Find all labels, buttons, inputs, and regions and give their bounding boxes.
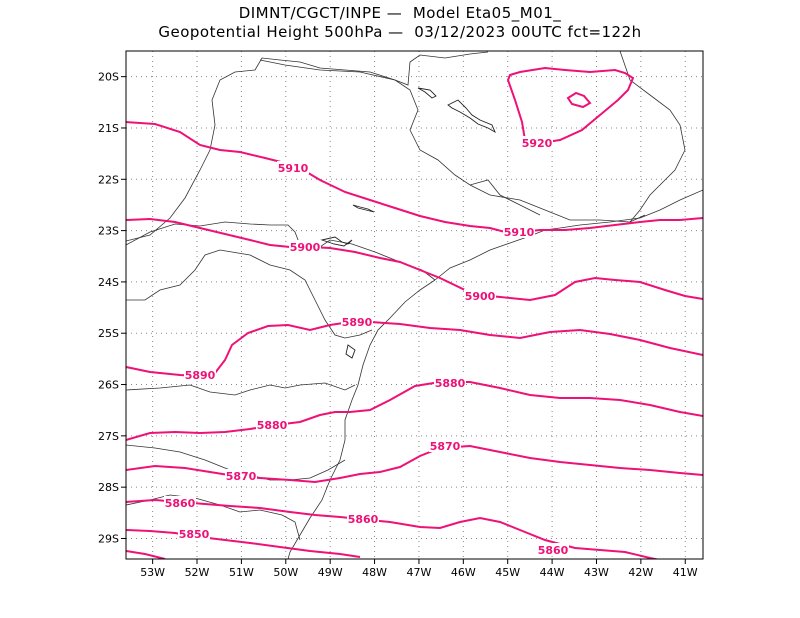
contour-5900 xyxy=(126,217,703,302)
contour-label: 5890 xyxy=(342,316,373,329)
contour-label: 5870 xyxy=(430,440,461,453)
contour-label: 5860 xyxy=(348,513,379,526)
x-tick-label: 49W xyxy=(318,566,343,579)
contour-label: 5900 xyxy=(290,241,321,254)
reservoir-furnas xyxy=(447,99,496,134)
graticule xyxy=(126,51,703,559)
contour-label-bg xyxy=(256,418,288,431)
y-tick-label: 25S xyxy=(98,327,119,340)
y-tick-label: 24S xyxy=(98,276,119,289)
contour-label: 5900 xyxy=(465,290,496,303)
reservoir-tres-marias xyxy=(417,87,437,99)
contour-label-bg xyxy=(503,225,535,238)
x-tick-label: 52W xyxy=(185,566,210,579)
contour-label-bg xyxy=(347,512,379,525)
contour-label-bg xyxy=(434,376,466,389)
contour-label-bg xyxy=(277,161,309,174)
contour-label: 5880 xyxy=(257,419,288,432)
boundary-pr-sp xyxy=(126,221,436,281)
x-tick-label: 51W xyxy=(229,566,254,579)
contour-label: 5910 xyxy=(504,226,535,239)
y-tick-label: 20S xyxy=(98,71,119,84)
map-title: DIMNT/CGCT/INPE — Model Eta05_M01_ Geopo… xyxy=(0,4,800,42)
contour-5910 xyxy=(126,121,703,233)
contour-5890 xyxy=(126,321,703,378)
reservoir-jurumirim xyxy=(352,204,375,213)
y-tick-label: 27S xyxy=(98,430,119,443)
reservoirs xyxy=(320,87,496,359)
contour-label: 5910 xyxy=(278,162,309,175)
boundary-rs-west xyxy=(126,494,301,541)
boundary-pr-sc xyxy=(126,382,356,396)
contour-label: 5860 xyxy=(538,544,569,557)
contour-label-bg xyxy=(225,469,257,482)
contour-label: 5860 xyxy=(165,497,196,510)
contour-label-bg xyxy=(521,136,553,149)
x-tick-label: 50W xyxy=(273,566,298,579)
contour-label-bg xyxy=(464,289,496,302)
y-tick-label: 28S xyxy=(98,481,119,494)
x-tick-label: 46W xyxy=(451,566,476,579)
contour-label-bg xyxy=(341,315,373,328)
x-tick-label: 44W xyxy=(540,566,565,579)
lagoon-south xyxy=(345,344,356,359)
contour-label-bg xyxy=(289,240,321,253)
title-line-2: Geopotential Height 500hPa — 03/12/2023 … xyxy=(158,23,642,41)
contour-label: 5850 xyxy=(179,528,210,541)
map-frame xyxy=(125,50,704,560)
contour-label-bg xyxy=(178,527,210,540)
title-line-1: DIMNT/CGCT/INPE — Model Eta05_M01_ xyxy=(238,4,562,22)
y-tick-label: 22S xyxy=(98,173,119,186)
boundary-mg-es xyxy=(619,51,686,223)
y-tick-label: 23S xyxy=(98,225,119,238)
contour-label: 5920 xyxy=(522,137,553,150)
contour-5880 xyxy=(126,381,703,441)
x-tick-label: 41W xyxy=(673,566,698,579)
y-tick-label: 29S xyxy=(98,532,119,545)
boundary-ms-go xyxy=(126,51,489,242)
contour-5860 xyxy=(126,498,661,559)
coast-sp xyxy=(434,189,703,281)
reservoir-capivara xyxy=(320,236,353,247)
contour-label-bg xyxy=(429,439,461,452)
x-tick-label: 43W xyxy=(584,566,609,579)
contour-5840 xyxy=(126,550,166,559)
contour-labels: 5920 5910 5910 5900 5900 5890 5890 5880 5880 5870… xyxy=(164,136,569,557)
x-tick-label: 48W xyxy=(362,566,387,579)
contour-label-bg xyxy=(184,368,216,381)
x-tick-label: 53W xyxy=(140,566,165,579)
contour-5870 xyxy=(126,444,703,484)
contour-5850 xyxy=(126,529,361,558)
y-tick-label: 21S xyxy=(98,122,119,135)
contour-5920-inner xyxy=(566,91,592,109)
axis-ticks: 53W 52W 51W 50W 49W 48W 47W 46W 45W 44W 43W 42W 41W 2… xyxy=(98,71,698,579)
x-tick-label: 45W xyxy=(495,566,520,579)
x-tick-label: 42W xyxy=(628,566,653,579)
contour-5920 xyxy=(506,66,635,145)
x-tick-label: 47W xyxy=(407,566,432,579)
y-tick-label: 26S xyxy=(98,379,119,392)
state-boundaries xyxy=(126,51,703,559)
contour-label: 5890 xyxy=(185,369,216,382)
boundary-sp-mg xyxy=(259,59,541,216)
contour-label: 5870 xyxy=(226,470,257,483)
contour-label: 5880 xyxy=(435,377,466,390)
contour-label-bg xyxy=(537,543,569,556)
coast-south xyxy=(287,279,436,559)
contour-label-bg xyxy=(164,496,196,509)
boundary-mg-rj xyxy=(469,184,646,223)
boundary-pr-west xyxy=(126,249,373,339)
